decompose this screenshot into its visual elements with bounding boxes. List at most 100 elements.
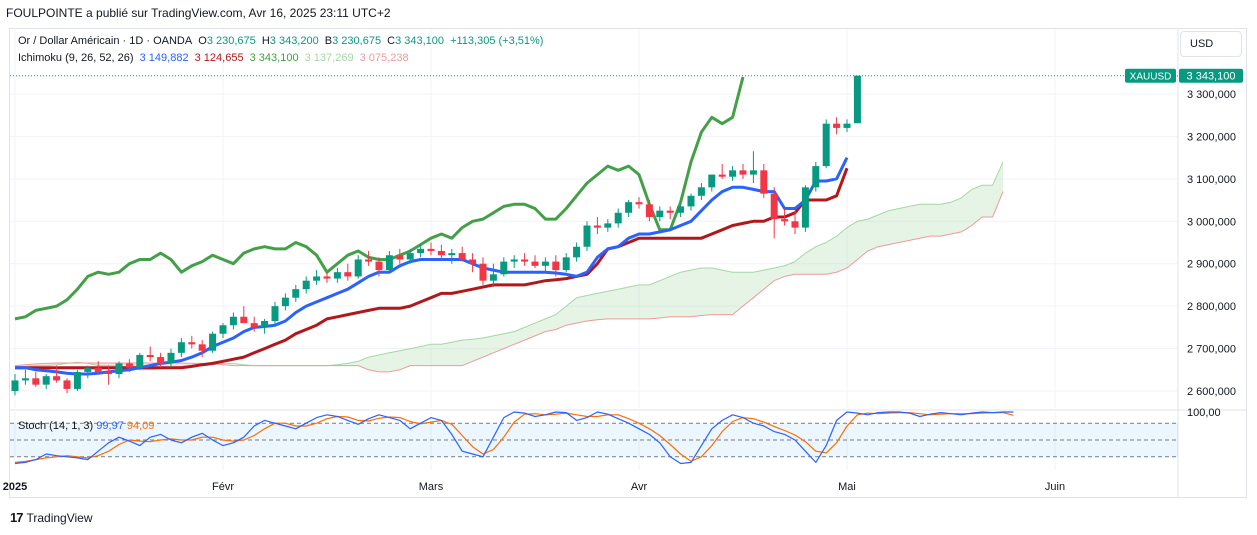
chart-frame [9, 28, 1247, 498]
cloud-segment [836, 227, 847, 273]
base-value: 3 124,655 [194, 52, 244, 64]
cloud-segment [493, 333, 504, 353]
cloud-segment [555, 306, 567, 330]
ichimoku-legend[interactable]: Ichimoku (9, 26, 52, 26) 3 149,882 3 124… [18, 52, 412, 64]
candle-body [822, 123, 830, 167]
symbol-title: Or / Dollar Américain · 1D · OANDA [18, 35, 193, 47]
candle-body [146, 354, 154, 358]
candle-body [281, 297, 289, 307]
candle-body [385, 255, 393, 271]
cloud-segment [420, 344, 431, 366]
cloud-segment [909, 204, 920, 241]
cloud-segment [878, 210, 889, 247]
low-label: B [324, 35, 333, 47]
candle-body [479, 263, 487, 281]
stoch-legend[interactable]: Stoch (14, 1, 3) 99,97 94,09 [18, 420, 154, 432]
close-label: C [387, 35, 396, 47]
candle-body [240, 316, 248, 324]
candle-body [396, 255, 404, 260]
y-tick-label: 2 800,000 [1187, 301, 1236, 313]
candle-body [458, 253, 466, 260]
candle-body [583, 225, 591, 247]
candle-body [229, 316, 237, 326]
cloud-segment [462, 339, 473, 366]
candle-body [739, 170, 747, 175]
candle-body [437, 250, 445, 256]
candle-body [541, 261, 549, 266]
candle-body [302, 280, 310, 290]
cloud-segment [701, 267, 712, 316]
open-value: 3 230,675 [206, 35, 256, 47]
lead-span-b-line [14, 191, 1004, 373]
candle-body [271, 306, 279, 321]
candle-body [94, 367, 102, 372]
candle-body [604, 223, 612, 228]
candle-body [209, 333, 217, 351]
candle-body [84, 367, 92, 372]
candles [11, 75, 861, 396]
cloud-segment [587, 293, 598, 321]
candle-body [573, 246, 581, 258]
candle-body [344, 272, 352, 277]
cloud-segment [867, 214, 879, 251]
high-label: H [261, 35, 270, 47]
candle-body [853, 75, 861, 124]
cloud-segment [888, 208, 899, 245]
cloud-segment [628, 284, 639, 319]
lagging-span-line [14, 76, 745, 321]
candle-body [469, 259, 477, 264]
candle-body [531, 261, 539, 266]
candle-body [198, 344, 206, 351]
cloud-segment [347, 361, 359, 366]
currency-button[interactable]: USD [1180, 31, 1242, 57]
candle-body [32, 378, 40, 385]
open-label: O [198, 35, 207, 47]
y-tick-label: 2 700,000 [1187, 344, 1236, 356]
candle-body [677, 206, 685, 213]
cloud-segment [607, 289, 619, 319]
cloud-segment [451, 340, 463, 366]
candle-body [115, 363, 123, 375]
candle-body [791, 221, 799, 228]
cloud-segment [472, 337, 483, 362]
cloud-segment [524, 323, 535, 341]
ichimoku-name: Ichimoku (9, 26, 52, 26) [18, 52, 134, 64]
y-tick-label: 3 000,000 [1187, 216, 1236, 228]
candle-body [760, 170, 768, 194]
cloud-segment [503, 331, 515, 349]
cloud-segment [899, 206, 910, 243]
time-axis: 2025 Févr Mars Avr Mai Juin [3, 481, 1065, 493]
candle-body [11, 380, 19, 392]
candle-body [552, 261, 560, 271]
candle-body [292, 289, 300, 298]
candle-body [365, 259, 373, 262]
candle-body [812, 166, 820, 188]
candle-body [801, 187, 809, 228]
x-tick-label: Juin [1045, 481, 1065, 493]
candle-body [510, 259, 518, 262]
cloud-segment [722, 270, 733, 315]
candle-body [375, 261, 383, 271]
cloud-segment [795, 253, 806, 275]
candle-body [697, 187, 705, 196]
conversion-line [15, 156, 849, 376]
candle-body [250, 323, 258, 328]
candle-body [125, 363, 133, 368]
cloud-segment [992, 161, 1003, 218]
last-price-tag: XAUUSD 3 343,100 [10, 68, 1243, 83]
candle-body [63, 380, 71, 389]
cloud-segment [763, 267, 775, 290]
cloud-segment [971, 185, 983, 226]
candle-body [562, 257, 570, 271]
stoch-d-value: 94,09 [126, 420, 155, 432]
footer-brand[interactable]: 17 TradingView [10, 510, 93, 525]
candle-body [21, 378, 29, 381]
cloud-segment [982, 185, 993, 218]
cloud-segment [576, 295, 587, 324]
candle-body [666, 210, 674, 213]
symbol-legend[interactable]: Or / Dollar Américain · 1D · OANDA O3 23… [18, 35, 546, 47]
cloud-segment [940, 202, 951, 237]
cloud-segment [649, 280, 660, 319]
candle-body [354, 259, 362, 277]
